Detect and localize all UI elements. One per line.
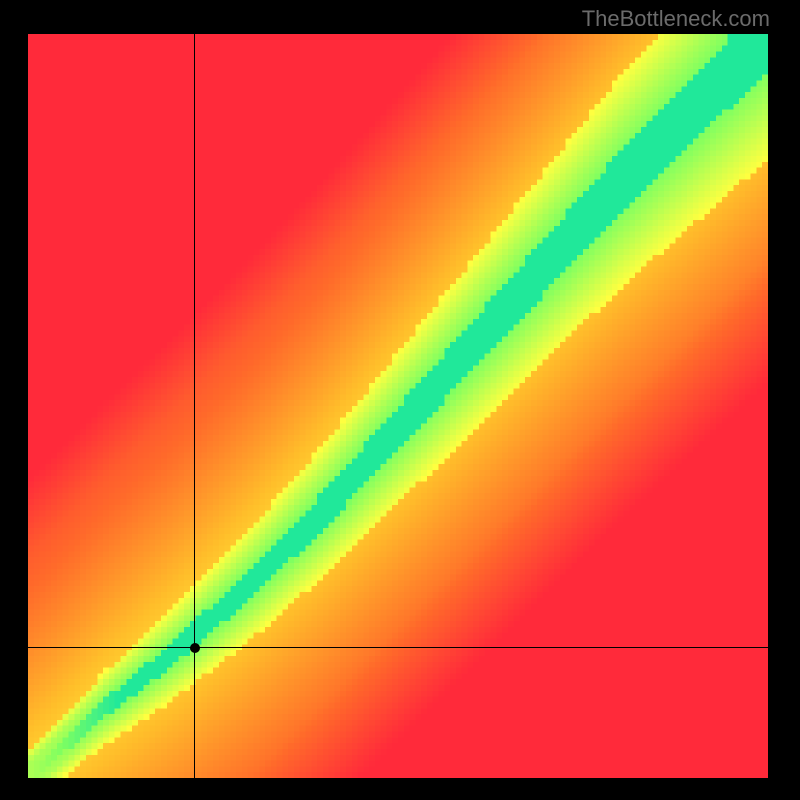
- heatmap-canvas: [28, 34, 768, 778]
- crosshair-marker: [190, 643, 200, 653]
- crosshair-vertical: [194, 34, 195, 778]
- chart-container: TheBottleneck.com: [0, 0, 800, 800]
- plot-area: [28, 34, 768, 778]
- crosshair-horizontal: [28, 647, 768, 648]
- watermark-text: TheBottleneck.com: [582, 6, 770, 32]
